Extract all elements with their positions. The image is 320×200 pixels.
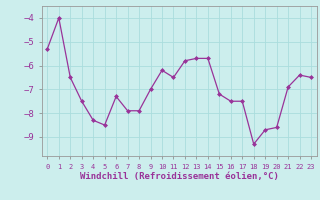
- X-axis label: Windchill (Refroidissement éolien,°C): Windchill (Refroidissement éolien,°C): [80, 172, 279, 181]
